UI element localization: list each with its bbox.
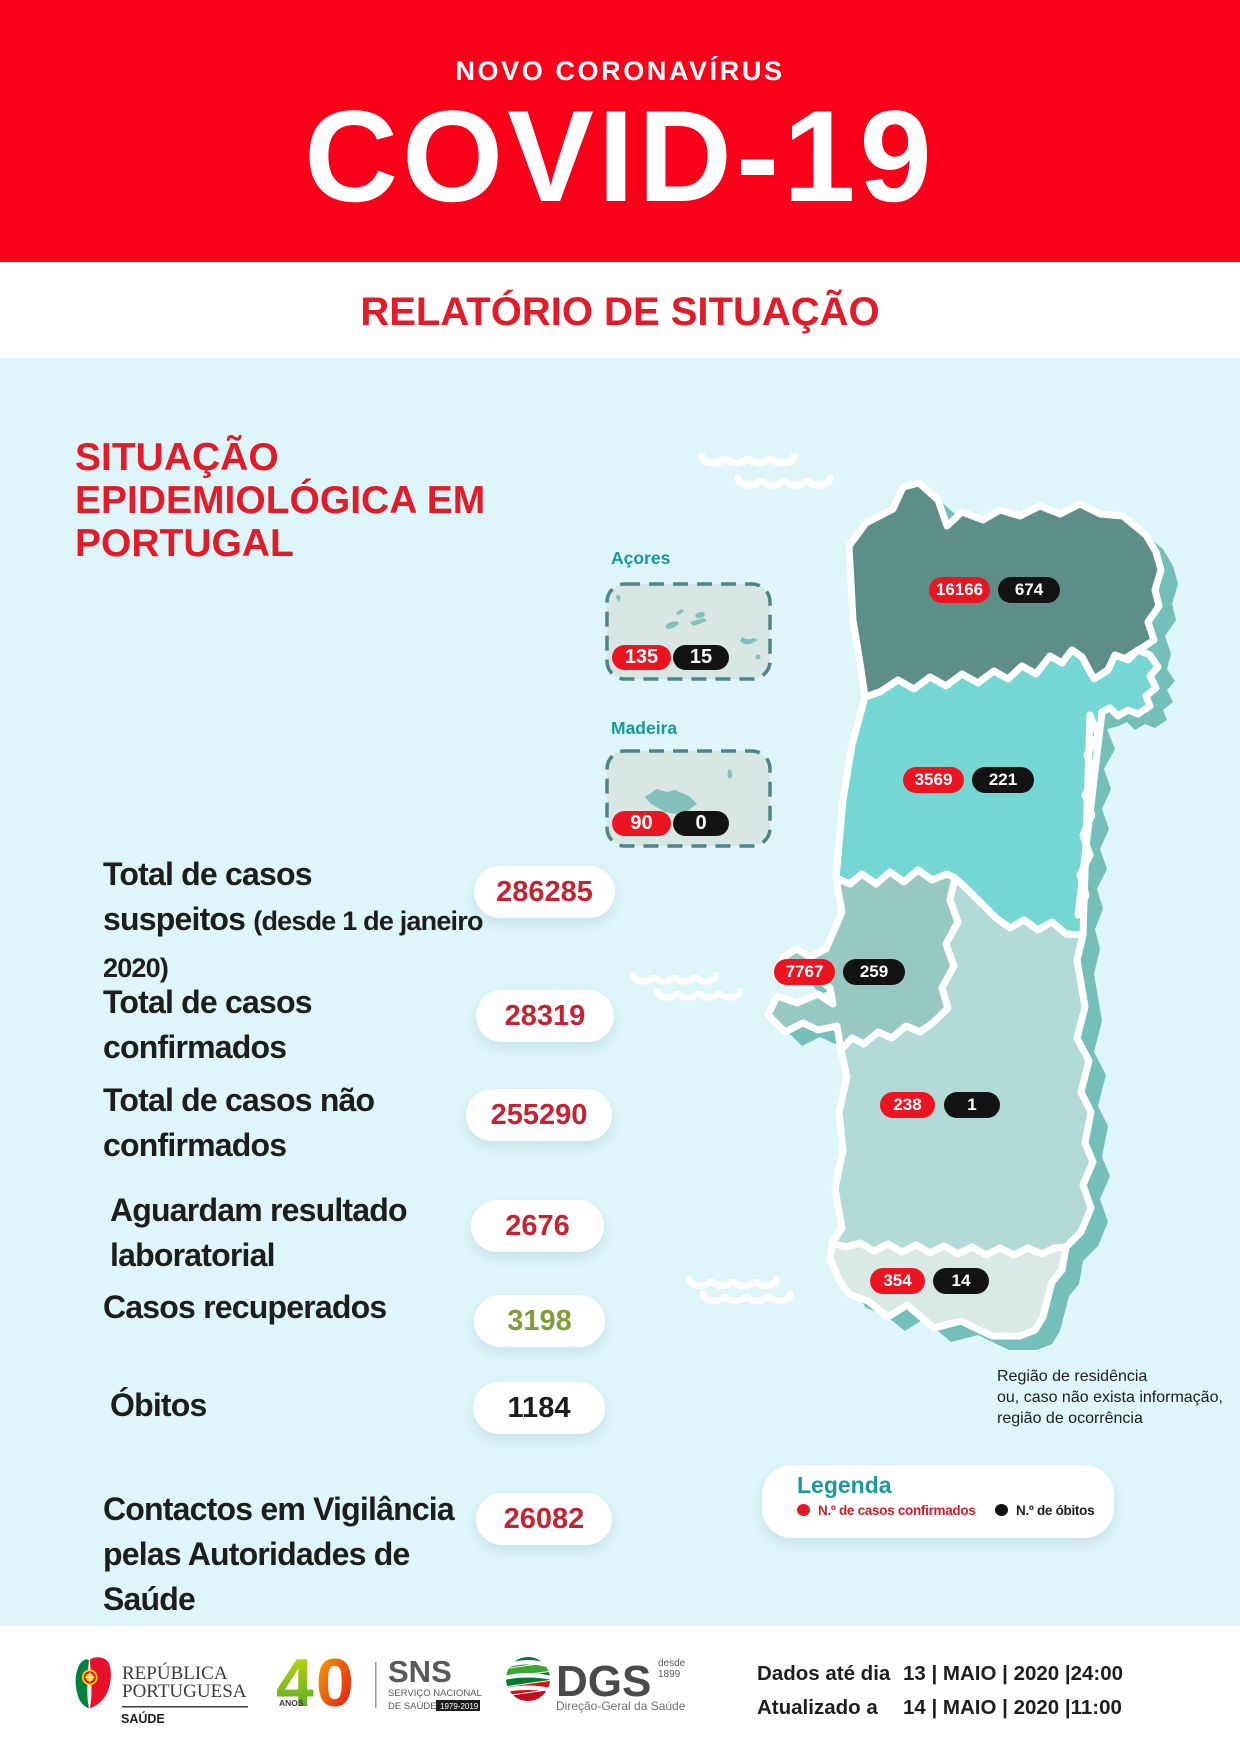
- svg-text:SNS: SNS: [388, 1654, 452, 1689]
- svg-text:PORTUGUESA: PORTUGUESA: [122, 1681, 247, 1702]
- svg-text:REPÚBLICA: REPÚBLICA: [122, 1662, 228, 1684]
- svg-text:1899: 1899: [658, 1669, 681, 1680]
- svg-text:4: 4: [276, 1645, 314, 1721]
- svg-text:DGS: DGS: [556, 1657, 651, 1706]
- svg-text:SERVIÇO NACIONAL: SERVIÇO NACIONAL: [388, 1688, 482, 1699]
- svg-text:Direção-Geral da Saúde: Direção-Geral da Saúde: [556, 1699, 686, 1713]
- svg-text:desde: desde: [658, 1658, 686, 1669]
- svg-text:1979-2019: 1979-2019: [440, 1702, 479, 1711]
- svg-text:0: 0: [316, 1645, 354, 1721]
- svg-text:ANOS: ANOS: [279, 1698, 304, 1708]
- svg-text:SAÚDE: SAÚDE: [121, 1711, 165, 1726]
- svg-text:DE SAÚDE: DE SAÚDE: [388, 1701, 437, 1712]
